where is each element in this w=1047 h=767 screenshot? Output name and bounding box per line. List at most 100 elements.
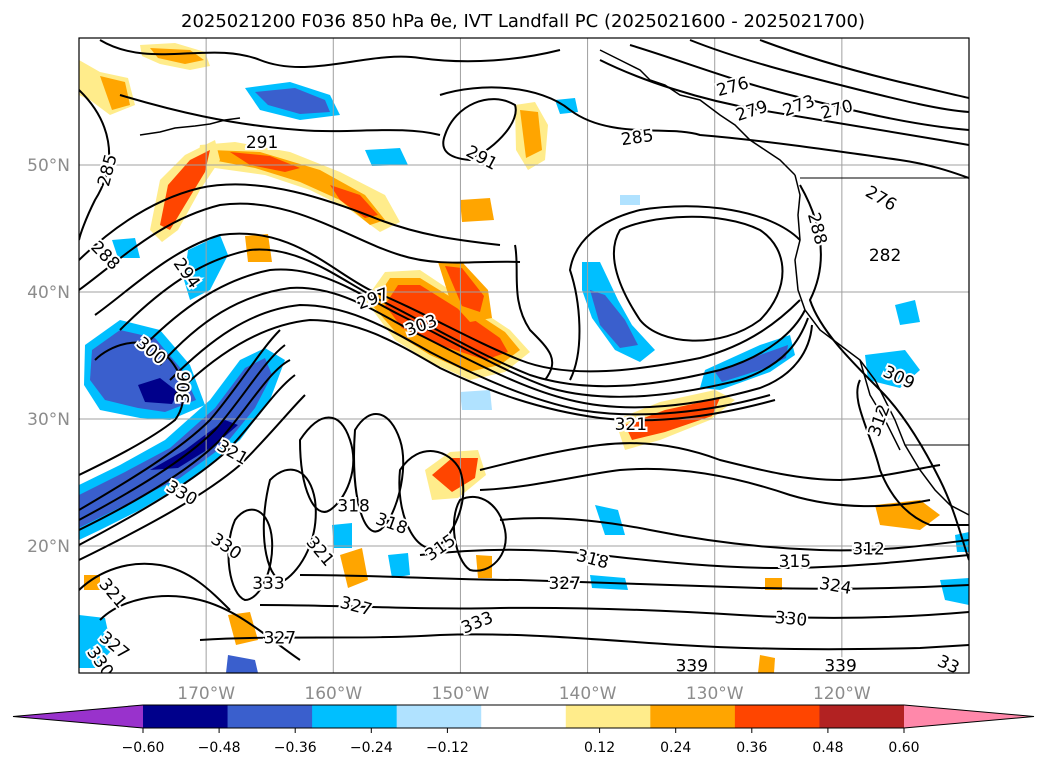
negative-anomaly-central-small-3: [388, 553, 410, 578]
lon-tick-label: 160°W: [304, 684, 362, 704]
colorbar-segment: [650, 705, 736, 728]
lon-tick-label: 120°W: [813, 684, 871, 704]
negative-anomaly-east-2-core: [715, 345, 788, 382]
lat-tick-label: 30°N: [27, 410, 70, 430]
colorbar-tick-label: −0.36: [274, 740, 317, 756]
contour-line: [442, 98, 517, 162]
colorbar-segment: [734, 705, 820, 728]
negative-anomaly-central-small: [460, 390, 492, 410]
contour-label: 339: [676, 656, 708, 676]
lat-tick-label: 20°N: [27, 537, 70, 557]
contour-line: [79, 562, 231, 611]
positive-anomaly-small-2: [245, 234, 272, 262]
colorbar: −0.60 −0.48 −0.36 −0.24 −0.12 0.12 0.24 0.36 0.4…: [12, 704, 1035, 756]
positive-anomaly-bering-core: [150, 48, 204, 64]
theta-e-contours: [79, 39, 969, 661]
positive-anomaly-central-1-core: [432, 458, 478, 492]
contour-label: 321: [615, 415, 647, 435]
negative-anomaly-central-small-4: [332, 523, 352, 548]
negative-anomaly-small-e: [620, 195, 640, 205]
contour-line: [629, 44, 969, 131]
contour-line: [79, 359, 291, 531]
contour-line: [299, 574, 969, 590]
positive-anomaly-small-4: [228, 612, 258, 645]
coastline-alaska: [599, 49, 796, 176]
lat-tick-label: 50°N: [27, 156, 70, 176]
colorbar-extend-high: [904, 705, 1034, 728]
positive-anomaly-gulf-core: [520, 110, 542, 158]
coastlines: [139, 49, 969, 516]
contour-line: [99, 39, 561, 68]
lon-tick-label: 150°W: [432, 684, 490, 704]
contour-label: 291: [246, 133, 278, 153]
lon-tick-label: 130°W: [686, 684, 744, 704]
lon-tick-label: 170°W: [177, 684, 235, 704]
colorbar-tick-label: 0.12: [584, 740, 615, 756]
contour-line: [79, 183, 501, 261]
contour-line: [856, 379, 969, 526]
longitude-axis: 170°W 160°W 150°W 140°W 130°W 120°W: [177, 684, 871, 704]
contour-label: 315: [779, 552, 811, 572]
positive-anomaly-aleutian-red: [230, 152, 378, 218]
colorbar-segment: [143, 705, 229, 728]
contour-line: [499, 517, 969, 552]
coastline-west-coast: [794, 174, 969, 516]
negative-anomaly-central-small-2: [595, 505, 625, 535]
positive-anomaly-small-6: [758, 655, 775, 673]
negative-anomaly-jet-band-core: [79, 358, 272, 528]
colorbar-tick-label: −0.12: [426, 740, 469, 756]
colorbar-segment: [565, 705, 651, 728]
contour-label: 312: [852, 540, 884, 560]
positive-anomaly-small-1: [460, 198, 494, 222]
positive-anomaly-west-core: [160, 150, 210, 230]
latitude-axis: 20°N 30°N 40°N 50°N: [27, 156, 70, 557]
chart-title: 2025021200 F036 850 hPa θe, IVT Landfall…: [181, 11, 865, 32]
contour-line: [199, 633, 969, 651]
colorbar-extend-low: [13, 705, 143, 728]
contour-line: [262, 468, 317, 582]
colorbar-tick-label: −0.60: [122, 740, 165, 756]
contour-label: 330: [774, 608, 808, 631]
negative-anomaly-west-blob-dark: [138, 378, 178, 404]
contour-line: [439, 86, 969, 179]
contour-line: [759, 39, 969, 99]
contour-label: 327: [264, 628, 296, 648]
negative-anomaly-east-1-core: [590, 290, 638, 348]
contour-line: [174, 318, 776, 422]
lat-tick-label: 40°N: [27, 283, 70, 303]
colorbar-tick-label: −0.24: [350, 740, 393, 756]
contour-line: [159, 286, 813, 409]
lon-tick-label: 140°W: [559, 684, 617, 704]
colorbar-tick-label: −0.48: [198, 740, 241, 756]
colorbar-tick-label: 0.48: [812, 740, 843, 756]
contour-line: [79, 89, 111, 241]
positive-anomaly-small-5: [476, 555, 492, 578]
negative-anomaly-coast-2: [895, 300, 920, 325]
colorbar-segment: [481, 705, 567, 728]
positive-anomaly-small-3: [340, 548, 368, 588]
negative-anomaly-small-d: [555, 98, 578, 114]
negative-anomaly-sw-corner: [79, 615, 112, 668]
contour-line: [689, 39, 969, 113]
contour-line: [353, 413, 405, 533]
map-frame: [78, 37, 970, 674]
contour-line: [79, 394, 306, 561]
contour-line: [568, 205, 801, 381]
contour-line: [94, 232, 801, 373]
colorbar-tick-label: 0.60: [888, 740, 919, 756]
contour-line: [144, 268, 809, 398]
contour-label: 285: [620, 126, 655, 150]
contour-line: [259, 604, 969, 619]
contour-label: 327: [548, 574, 580, 594]
contour-line: [298, 416, 355, 513]
contour-line: [79, 341, 185, 476]
contour-line: [612, 215, 784, 342]
colorbar-segment: [312, 705, 398, 728]
contour-line: [119, 248, 806, 388]
contour-line: [169, 303, 771, 416]
contour-line: [79, 344, 286, 521]
contour-line: [119, 94, 441, 136]
colorbar-tick-label: 0.36: [736, 740, 767, 756]
